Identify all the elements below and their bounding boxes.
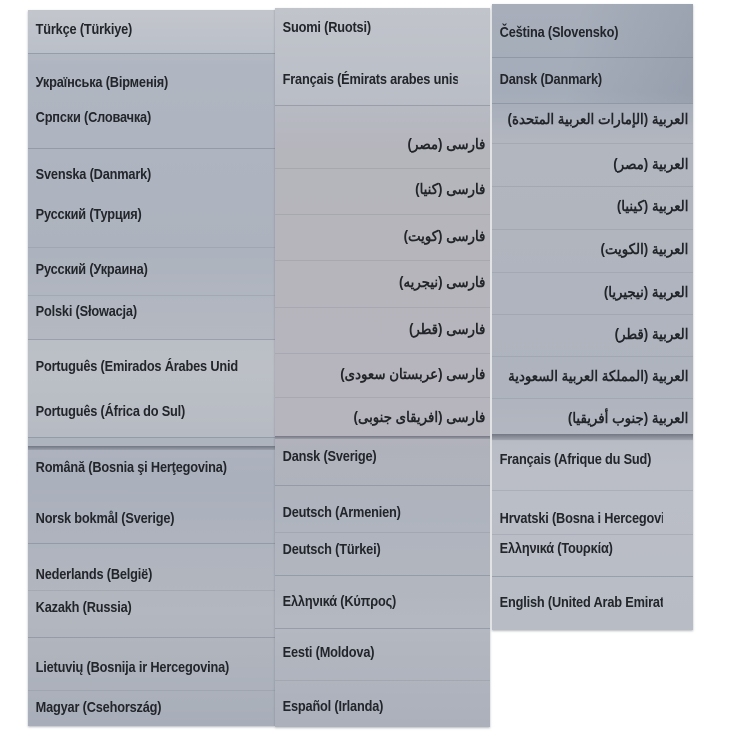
row-divider: [275, 214, 490, 215]
language-option-farsi-saudi[interactable]: فارسی (عربستان سعودی): [340, 367, 486, 383]
language-option-arabic-qatar[interactable]: العربية (قطر): [614, 327, 689, 343]
language-option-farsi-southafrica[interactable]: فارسی (افریقای جنوبی): [353, 410, 486, 426]
language-column-left: Türkçe (Türkiye) Українська (Вірменія) С…: [28, 10, 275, 726]
language-option-arabic-southafrica[interactable]: العربية (جنوب أفريقيا): [567, 411, 689, 427]
row-divider: [275, 575, 490, 576]
language-option-farsi-kenya[interactable]: فارسی (کنیا): [415, 182, 486, 198]
row-divider: [275, 532, 490, 533]
panel-seam: [28, 446, 275, 450]
row-divider: [492, 490, 693, 491]
row-divider: [28, 53, 275, 54]
row-divider: [492, 534, 693, 535]
row-divider: [492, 272, 693, 273]
panel-seam: [275, 436, 490, 439]
language-option-arabic-nigeria[interactable]: العربية (نيجيريا): [603, 285, 689, 301]
language-option-eesti[interactable]: Eesti (Moldova): [282, 644, 375, 661]
row-divider: [28, 637, 275, 638]
row-divider: [492, 576, 693, 577]
language-option-arabic-uae[interactable]: العربية (الإمارات العربية المتحدة): [508, 112, 689, 128]
language-option-ellinika-kypros[interactable]: Ελληνικά (Κύπρος): [282, 593, 397, 610]
language-option-cestina[interactable]: Čeština (Slovensko): [499, 24, 619, 41]
row-divider: [28, 339, 275, 340]
row-divider: [275, 397, 490, 398]
language-option-srpski[interactable]: Српски (Словачка): [35, 109, 152, 126]
language-option-dansk-sverige[interactable]: Dansk (Sverige): [282, 448, 377, 465]
language-option-lietuviu[interactable]: Lietuvių (Bosnija ir Hercegovina): [35, 659, 230, 676]
row-divider: [275, 168, 490, 169]
language-option-farsi-qatar[interactable]: فارسی (قطر): [408, 322, 486, 338]
language-option-magyar[interactable]: Magyar (Csehország): [35, 699, 162, 716]
language-option-norsk[interactable]: Norsk bokmål (Sverige): [35, 510, 175, 527]
language-option-ellinika-tourkia[interactable]: Ελληνικά (Τουρκία): [499, 540, 613, 557]
language-option-russkiy-turciya[interactable]: Русский (Турция): [35, 206, 142, 223]
row-divider: [275, 307, 490, 308]
language-option-francais-eau[interactable]: Français (Émirats arabes unis): [282, 71, 458, 88]
row-divider: [492, 314, 693, 315]
language-option-farsi-kuwait[interactable]: فارسی (کویت): [403, 229, 486, 245]
language-option-nederlands[interactable]: Nederlands (België): [35, 566, 153, 583]
row-divider: [492, 57, 693, 58]
language-option-suomi[interactable]: Suomi (Ruotsi): [282, 19, 371, 36]
language-option-turkce[interactable]: Türkçe (Türkiye): [35, 21, 133, 38]
row-divider: [275, 105, 490, 106]
language-option-svenska[interactable]: Svenska (Danmark): [35, 166, 152, 183]
row-divider: [28, 590, 275, 591]
row-divider: [28, 690, 275, 691]
row-divider: [275, 353, 490, 354]
language-option-arabic-egypt[interactable]: العربية (مصر): [613, 157, 689, 173]
row-divider: [492, 103, 693, 104]
language-option-arabic-kenya[interactable]: العربية (كينيا): [616, 199, 689, 215]
language-option-portugues-eau[interactable]: Português (Emirados Árabes Unidos): [35, 358, 238, 375]
language-option-english-uae[interactable]: English (United Arab Emirates): [499, 594, 663, 611]
row-divider: [492, 143, 693, 144]
panel-seam: [492, 434, 693, 440]
row-divider: [492, 356, 693, 357]
row-divider: [492, 229, 693, 230]
row-divider: [28, 247, 275, 248]
row-divider: [275, 485, 490, 486]
language-option-espanol[interactable]: Español (Irlanda): [282, 698, 384, 715]
language-option-arabic-kuwait[interactable]: العربية (الكويت): [600, 242, 689, 258]
language-option-hrvatski[interactable]: Hrvatski (Bosna i Hercegovina): [499, 510, 663, 527]
language-option-deutsch-armenien[interactable]: Deutsch (Armenien): [282, 504, 401, 521]
row-divider: [28, 148, 275, 149]
row-divider: [28, 543, 275, 544]
row-divider: [275, 628, 490, 629]
row-divider: [275, 260, 490, 261]
language-option-farsi-nigeria[interactable]: فارسی (نیجریه): [399, 275, 486, 291]
row-divider: [492, 398, 693, 399]
language-column-right: Čeština (Slovensko) Dansk (Danmark) العر…: [492, 4, 693, 630]
language-option-francais-afrique[interactable]: Français (Afrique du Sud): [499, 451, 652, 468]
language-option-deutsch-turkei[interactable]: Deutsch (Türkei): [282, 541, 381, 558]
language-option-kazakh[interactable]: Kazakh (Russia): [35, 599, 132, 616]
row-divider: [28, 295, 275, 296]
row-divider: [275, 680, 490, 681]
language-option-romana[interactable]: Română (Bosnia şi Herţegovina): [35, 459, 227, 476]
language-option-russkiy-ukraina[interactable]: Русский (Украина): [35, 261, 148, 278]
language-column-middle: Suomi (Ruotsi) Français (Émirats arabes …: [275, 8, 490, 727]
language-option-portugues-africa[interactable]: Português (África do Sul): [35, 403, 186, 420]
language-option-polski[interactable]: Polski (Słowacja): [35, 303, 137, 320]
row-divider: [28, 437, 275, 438]
language-option-dansk-danmark[interactable]: Dansk (Danmark): [499, 71, 603, 88]
language-option-ukrainska[interactable]: Українська (Вірменія): [35, 74, 169, 91]
language-option-farsi-egypt[interactable]: فارسی (مصر): [407, 137, 486, 153]
language-option-arabic-saudi[interactable]: العربية (المملكة العربية السعودية): [508, 369, 689, 385]
row-divider: [492, 186, 693, 187]
